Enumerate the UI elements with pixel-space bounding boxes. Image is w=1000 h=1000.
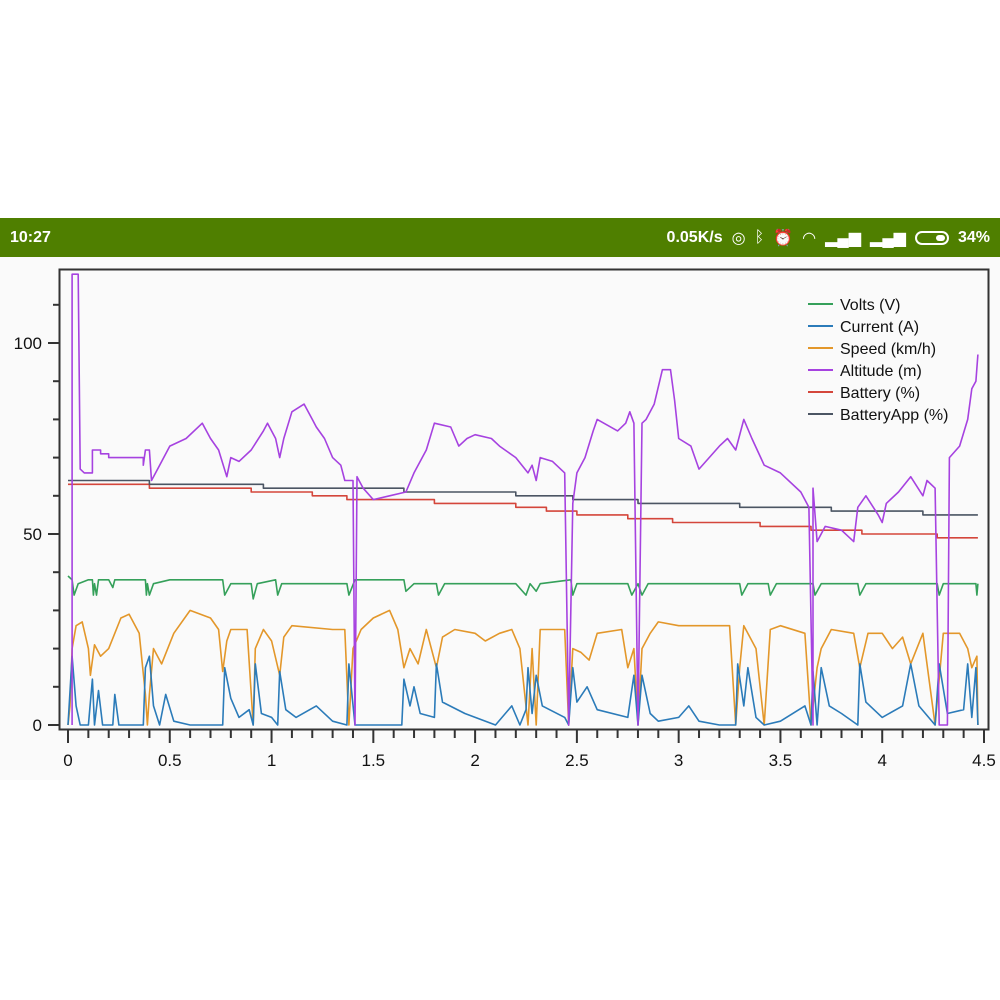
sync-icon: ◎ — [731, 230, 746, 247]
series-line-battery — [68, 483, 978, 539]
legend-label: Speed (km/h) — [840, 341, 936, 358]
legend-label: Battery (%) — [840, 385, 920, 402]
series-line-current-a — [67, 655, 979, 726]
y-tick-label: 100 — [14, 334, 42, 353]
x-tick-label: 4 — [877, 751, 886, 770]
y-tick-label: 50 — [23, 525, 42, 544]
series-line-volts-v — [67, 575, 979, 600]
x-tick-label: 3 — [674, 751, 683, 770]
x-tick-label: 0 — [63, 751, 72, 770]
legend-label: Current (A) — [840, 319, 919, 336]
y-tick-label: 0 — [33, 716, 42, 735]
signal-icon: ▂▄▆ — [870, 230, 906, 247]
alarm-icon: ⏰ — [773, 230, 794, 247]
x-tick-label: 3.5 — [769, 751, 793, 770]
legend-label: BatteryApp (%) — [840, 407, 948, 424]
legend: Volts (V) Current (A) Speed (km/h) Altitude… — [808, 297, 948, 424]
battery-icon — [914, 231, 949, 245]
x-tick-label: 1 — [267, 751, 276, 770]
legend-label: Altitude (m) — [840, 363, 922, 380]
x-tick-label: 2 — [470, 751, 479, 770]
status-bar: 10:27 0.05K/s ◎ ᛒ ⏰ ◠ ▂▄▆ ▂▄▆ 34% — [0, 218, 1000, 257]
series-line-batteryapp — [68, 479, 978, 516]
signal-icon: ▂▄▆ — [825, 230, 862, 247]
x-tick-label: 2.5 — [565, 751, 589, 770]
series-line-speed-km-h — [67, 609, 979, 726]
network-speed: 0.05K/s — [666, 229, 723, 246]
clock: 10:27 — [10, 229, 51, 246]
legend-label: Volts (V) — [840, 297, 900, 314]
bluetooth-icon: ᛒ — [754, 229, 765, 246]
series-line-altitude-m — [71, 273, 979, 726]
plot-frame — [58, 268, 990, 731]
x-tick-label: 1.5 — [362, 751, 386, 770]
battery-percent: 34% — [957, 229, 990, 246]
x-tick-label: 4.5 — [972, 751, 996, 770]
x-tick-label: 0.5 — [158, 751, 182, 770]
chart-background — [0, 257, 1000, 780]
wifi-icon: ◠ — [802, 230, 817, 247]
